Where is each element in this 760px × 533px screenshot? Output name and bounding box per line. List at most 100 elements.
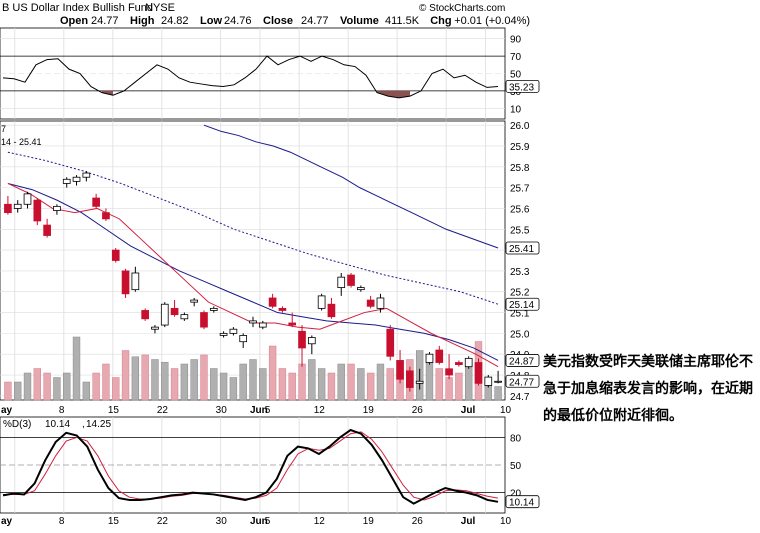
date-axis-tick-6: 5 xyxy=(265,405,271,416)
date-axis-tick-8: 19 xyxy=(363,405,375,416)
volume-bar-29 xyxy=(288,372,296,401)
candle-body-48 xyxy=(474,362,483,384)
candle-6 xyxy=(62,177,71,188)
candle-body-33 xyxy=(327,303,336,318)
candle-body-26 xyxy=(258,322,267,328)
ma-long-value-text: 25.41 xyxy=(509,244,534,255)
volume-bar-24 xyxy=(239,363,247,401)
volume-bar-23 xyxy=(229,377,238,401)
candle-34 xyxy=(337,272,346,296)
candle-body-4 xyxy=(43,224,51,236)
candle-18 xyxy=(180,312,189,321)
sto-legend-k: 10.14 xyxy=(45,419,70,430)
candle-37 xyxy=(366,295,375,309)
sto-tick-0: 80 xyxy=(510,433,522,444)
price-tick-13: 24.7 xyxy=(510,392,530,403)
date-axis-bottom-tick-8: 19 xyxy=(363,516,375,527)
candle-body-17 xyxy=(170,307,179,316)
candle-40 xyxy=(396,350,404,384)
sto-tick-1: 50 xyxy=(510,461,522,472)
rsi-panel: 907050301035.23 xyxy=(0,27,540,120)
ma-blue-line xyxy=(7,182,499,361)
candle-49 xyxy=(484,375,493,388)
date-axis-bottom-tick-1: 8 xyxy=(59,516,65,527)
date-axis-tick-9: 26 xyxy=(412,405,424,416)
candle-19 xyxy=(190,297,199,307)
ma-short-value-box xyxy=(505,354,540,367)
candle-31 xyxy=(307,335,316,355)
rsi-oversold-fill-38 xyxy=(377,90,410,98)
date-axis-tick-1: 8 xyxy=(59,405,65,416)
candle-24 xyxy=(239,333,248,348)
last-close-value: 24.77 xyxy=(505,374,540,388)
candle-46 xyxy=(455,360,463,367)
last-close-value-box xyxy=(505,374,540,388)
price-tick-0: 26.0 xyxy=(510,121,530,132)
price-top-label: 7 xyxy=(1,124,6,134)
candle-body-38 xyxy=(376,297,385,309)
ohlc-value-0: 24.77 xyxy=(91,15,119,27)
candle-body-19 xyxy=(190,299,199,303)
candle-0 xyxy=(4,195,12,215)
candle-body-49 xyxy=(484,376,493,386)
volume-bar-5 xyxy=(53,377,61,401)
candle-29 xyxy=(288,312,297,328)
candle-15 xyxy=(151,325,159,334)
candle-11 xyxy=(111,248,120,263)
candle-9 xyxy=(92,193,100,209)
sto-legend-d: 14.25 xyxy=(86,419,111,430)
volume-bar-34 xyxy=(337,363,345,401)
candle-body-35 xyxy=(347,274,355,286)
candle-39 xyxy=(386,325,395,361)
date-axis-tick-2: 15 xyxy=(108,405,120,416)
volume-bar-25 xyxy=(249,359,257,401)
candle-26 xyxy=(258,320,267,330)
candle-38 xyxy=(376,293,385,313)
price-tick-2: 25.8 xyxy=(510,163,530,174)
candle-body-41 xyxy=(406,370,414,388)
ohlc-label-2: Low xyxy=(200,15,222,27)
candle-47 xyxy=(464,356,473,369)
candle-body-46 xyxy=(455,362,463,366)
candle-13 xyxy=(131,266,140,292)
ohlc-label-0: Open xyxy=(60,15,88,27)
volume-bar-2 xyxy=(23,372,32,401)
date-axis-bottom-tick-7: 12 xyxy=(314,516,326,527)
date-axis-bottom-tick-5: Jun xyxy=(250,516,268,527)
date-axis-tick-5: Jun xyxy=(250,405,268,416)
candle-10 xyxy=(102,208,110,221)
rsi-tick-1: 70 xyxy=(510,52,522,63)
price-tick-5: 25.5 xyxy=(510,225,530,236)
candle-25 xyxy=(249,316,257,328)
ohlc-value-1: 24.82 xyxy=(161,15,189,27)
price-tick-8: 25.2 xyxy=(510,288,530,299)
candle-body-36 xyxy=(357,287,365,291)
candle-body-27 xyxy=(268,297,277,307)
date-axis-bottom-tick-9: 26 xyxy=(412,516,424,527)
date-axis-tick-7: 12 xyxy=(314,405,326,416)
volume-bar-20 xyxy=(200,354,208,401)
volume-bar-21 xyxy=(210,368,218,401)
candle-41 xyxy=(406,366,414,392)
sto-last-value-text: 10.14 xyxy=(509,498,534,509)
price-tick-4: 25.6 xyxy=(510,204,530,215)
volume-bar-17 xyxy=(170,368,179,401)
volume-bar-38 xyxy=(376,363,385,401)
chart-header: B US Dollar Index Bullish Fund NYSE © St… xyxy=(2,2,530,27)
candle-30 xyxy=(298,325,306,367)
volume-bar-36 xyxy=(357,368,365,401)
candle-body-29 xyxy=(288,322,297,326)
ma-short-value: 24.87 xyxy=(505,354,540,367)
candle-body-15 xyxy=(151,326,159,330)
chart-title: B US Dollar Index Bullish Fund xyxy=(2,2,153,14)
candle-8 xyxy=(82,170,91,182)
volume-bar-9 xyxy=(92,372,100,401)
date-axis-bottom-tick-4: 30 xyxy=(216,516,228,527)
ma-mid-value: 25.14 xyxy=(505,297,540,311)
candle-body-7 xyxy=(72,176,81,182)
sto-legend: %D(3) 10.14 14.25, xyxy=(3,419,111,430)
price-tick-1: 25.9 xyxy=(510,142,530,153)
date-axis-bottom-tick-11: 10 xyxy=(500,516,512,527)
ohlc-value-4: 411.5K xyxy=(385,15,420,27)
